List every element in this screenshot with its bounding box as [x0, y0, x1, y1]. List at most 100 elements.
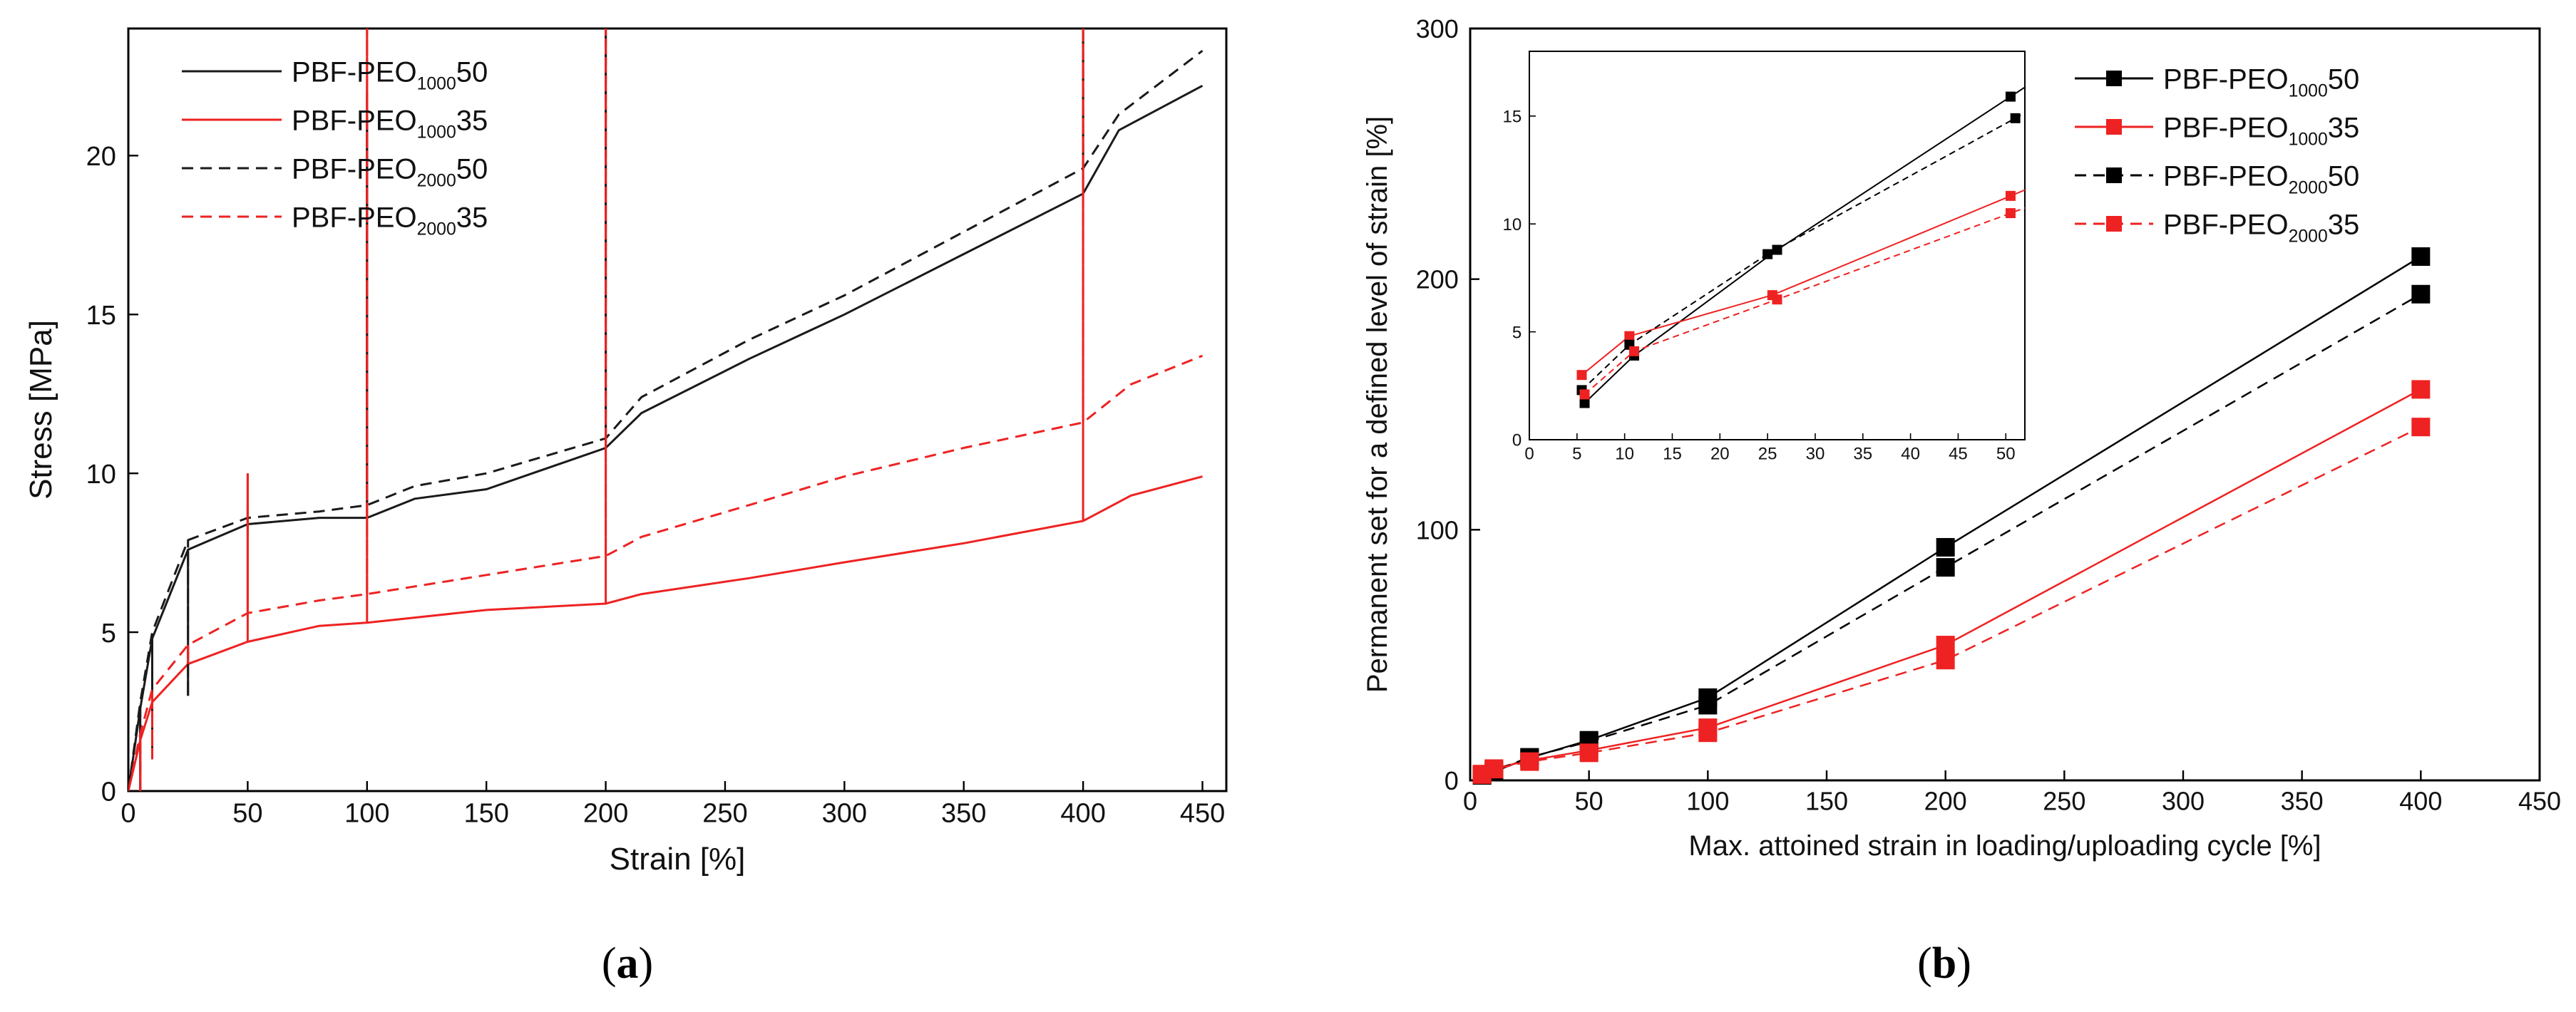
a-x-axis-title: Strain [%] [610, 842, 746, 877]
b-inset-x-tick-label: 30 [1806, 445, 1825, 464]
a-x-tick-label: 0 [120, 799, 135, 829]
b-data-point-3-3 [1579, 743, 1599, 763]
b-x-tick-label: 300 [2162, 786, 2205, 815]
b-data-point-3-5 [1936, 651, 1955, 670]
b-inset-x-tick-label: 0 [1524, 445, 1534, 464]
b-inset-frame [1529, 51, 2026, 440]
legend-marker-b-1 [2106, 119, 2122, 135]
legend-label-b-1: PBF-PEO100035 [2163, 112, 2359, 149]
b-y-tick-label: 100 [1416, 515, 1459, 544]
panel-a-chart: 0 50 100 150 200 250 300 350 400 450 0 5 10 15 20 Strai… [24, 27, 1228, 877]
b-inset-data-point-3-0 [1579, 389, 1590, 400]
a-y-axis-title: Stress [MPa] [24, 320, 58, 500]
b-inset-data-point-2-3 [2010, 113, 2021, 123]
b-data-point-0-5 [1936, 537, 1955, 557]
a-y-tick-label: 0 [101, 778, 116, 807]
a-x-tick-label: 50 [232, 799, 262, 829]
a-y-tick-label: 10 [86, 460, 116, 490]
b-data-point-3-4 [1698, 723, 1718, 743]
panel-a-caption-label: a [617, 939, 639, 988]
b-inset-chart: 0 5 10 15 20 25 30 35 40 45 50 0 5 10 15 [1479, 47, 2032, 485]
a-x-tick-label: 150 [463, 799, 508, 829]
b-y-tick-label: 0 [1444, 766, 1459, 795]
panel-b-caption-label: b [1932, 939, 1956, 988]
b-y-axis-title: Permanent set for a defined level of str… [1362, 116, 1393, 693]
b-inset-y-tick-label: 0 [1512, 431, 1522, 450]
legend-label-b-3: PBF-PEO200035 [2163, 209, 2359, 246]
b-x-tick-label: 200 [1924, 786, 1967, 815]
panel-a-caption-close: ) [639, 939, 654, 988]
b-inset-y-tick-label: 10 [1502, 215, 1522, 234]
legend-label-b-0: PBF-PEO100050 [2163, 63, 2359, 100]
b-data-point-3-1 [1484, 760, 1504, 779]
b-inset-x-tick-label: 20 [1710, 445, 1730, 464]
legend-label-a-2: PBF-PEO200050 [292, 153, 488, 190]
b-inset-x-tick-label: 50 [1996, 445, 2016, 464]
legend-label-a-3: PBF-PEO200035 [292, 202, 488, 239]
b-data-point-2-5 [1936, 558, 1955, 577]
panel-b-caption: (b) [1917, 939, 1971, 988]
b-inset-data-point-1-0 [1576, 370, 1587, 381]
b-inset-x-tick-label: 25 [1758, 445, 1777, 464]
b-x-tick-label: 0 [1463, 786, 1477, 815]
a-envelope-0 [128, 84, 1204, 791]
b-frame [1469, 27, 2541, 782]
a-x-tick-label: 450 [1180, 799, 1225, 829]
b-inset-x-tick-label: 15 [1663, 445, 1682, 464]
b-inset-y-tick-label: 15 [1502, 107, 1522, 126]
b-data-point-2-6 [2411, 284, 2431, 304]
b-inset-data-point-0-3 [2005, 91, 2016, 102]
b-inset-data-point-0-2 [1772, 244, 1782, 255]
b-x-tick-label: 50 [1575, 786, 1603, 815]
panel-a-caption-open: ( [602, 939, 617, 988]
a-x-tick-label: 100 [344, 799, 389, 829]
a-x-tick-label: 400 [1060, 799, 1105, 829]
a-x-tick-label: 300 [822, 799, 867, 829]
b-inset-data-point-3-2 [1772, 294, 1782, 305]
b-inset-data-point-3-3 [2005, 208, 2016, 219]
legend-label-a-0: PBF-PEO100050 [292, 56, 488, 93]
b-x-tick-label: 150 [1805, 786, 1848, 815]
b-x-tick-label: 450 [2518, 786, 2561, 815]
panel-a-caption: (a) [602, 939, 653, 988]
legend-marker-b-2 [2106, 167, 2122, 183]
b-inset-x-tick-label: 35 [1853, 445, 1872, 464]
panel-b-caption-close: ) [1956, 939, 1971, 988]
b-inset-plot-area [1576, 86, 2025, 408]
legend-label-a-1: PBF-PEO100035 [292, 105, 488, 142]
b-y-tick-label: 200 [1416, 265, 1459, 294]
a-y-tick-label: 15 [86, 301, 116, 331]
a-frame [127, 27, 1228, 792]
b-inset-data-point-1-1 [1624, 331, 1635, 341]
b-data-point-2-4 [1698, 696, 1718, 715]
b-inset-data-point-0-0 [1579, 398, 1590, 408]
legend-label-b-2: PBF-PEO200050 [2163, 160, 2359, 197]
a-envelope-3 [128, 354, 1204, 791]
b-x-tick-label: 400 [2399, 786, 2442, 815]
a-x-tick-label: 350 [941, 799, 986, 829]
panel-b-caption-open: ( [1917, 939, 1932, 988]
b-x-axis-title: Max. attoined strain in loading/uploadin… [1688, 830, 2321, 862]
b-data-point-1-6 [2411, 380, 2431, 399]
a-y-tick-label: 5 [101, 619, 116, 649]
b-inset-data-point-2-2 [1762, 249, 1773, 259]
panel-b-chart: 0 50 100 150 200 250 300 350 400 4500100200300Max… [1362, 14, 2561, 862]
b-inset-x-tick-label: 10 [1615, 445, 1634, 464]
b-y-tick-label: 300 [1416, 14, 1459, 43]
b-x-tick-label: 250 [2043, 786, 2085, 815]
b-inset-x-tick-label: 40 [1901, 445, 1920, 464]
b-data-point-3-2 [1520, 752, 1539, 771]
a-envelope-1 [128, 475, 1203, 791]
legend-marker-b-3 [2106, 216, 2122, 232]
b-inset-data-point-3-1 [1629, 346, 1640, 356]
a-plot-area [128, 29, 1204, 791]
legend-marker-b-0 [2106, 71, 2122, 86]
b-inset-x-tick-label: 5 [1572, 445, 1581, 464]
b-inset-data-point-1-3 [2005, 190, 2016, 201]
b-data-point-3-6 [2411, 418, 2431, 437]
b-inset-y-tick-label: 5 [1512, 323, 1522, 342]
a-envelope-2 [128, 50, 1204, 791]
b-x-tick-label: 350 [2281, 786, 2324, 815]
b-x-tick-label: 100 [1686, 786, 1729, 815]
